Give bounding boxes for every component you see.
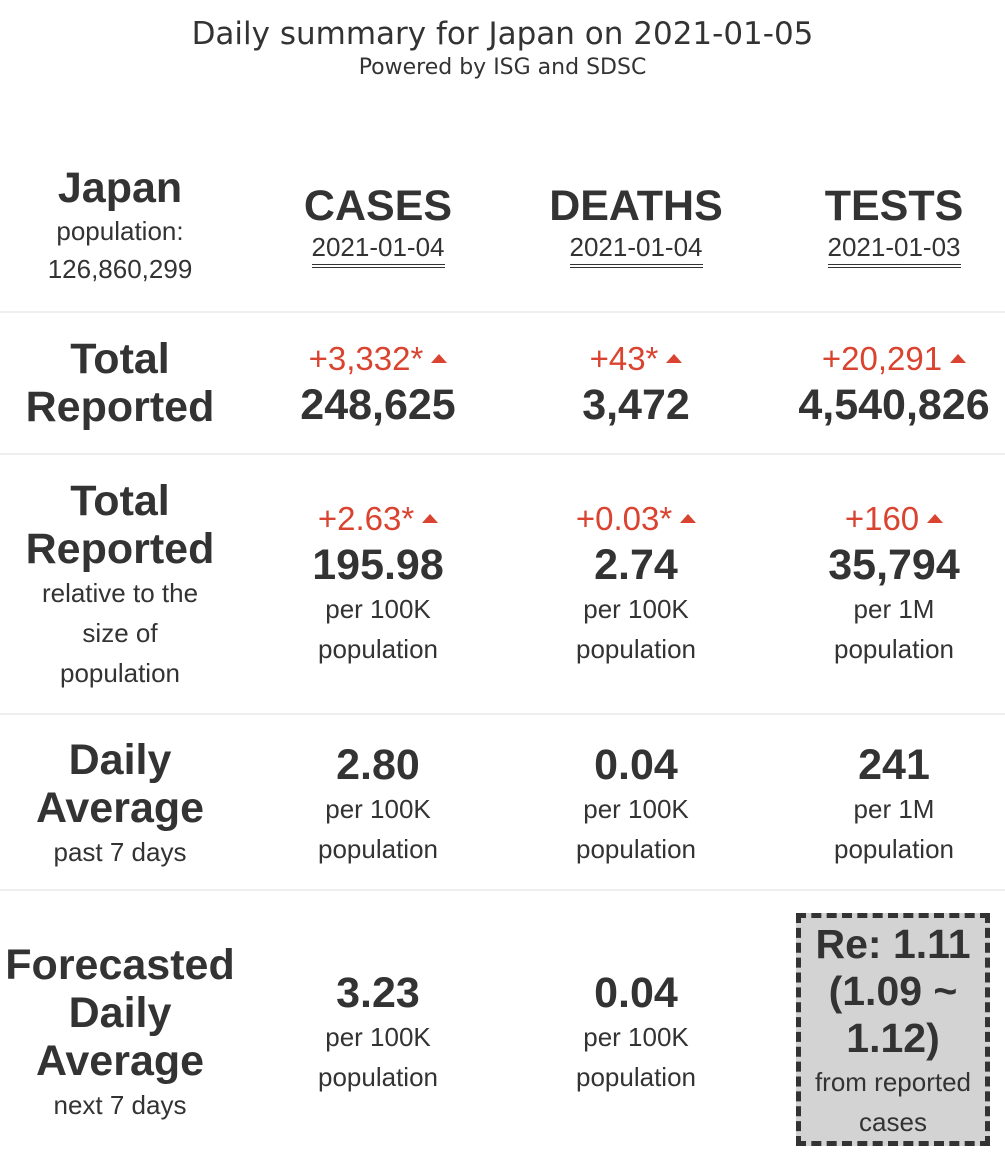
column-date-link[interactable]: 2021-01-04 bbox=[311, 230, 445, 268]
avg-value: 2.80 bbox=[336, 741, 420, 789]
triangle-up-icon bbox=[431, 353, 448, 363]
relative-deaths-cell: +0.03* 2.74 per 100K population bbox=[516, 497, 756, 669]
relative-value: 195.98 bbox=[312, 541, 444, 589]
unit-line: population bbox=[834, 834, 954, 864]
column-header-cases: CASES 2021-01-04 bbox=[258, 182, 498, 268]
daily-average-row: Daily Average past 7 days 2.80 per 100K … bbox=[0, 715, 1005, 889]
delta-value: +3,332* bbox=[258, 337, 498, 381]
column-header-row: Japan population: 126,860,299 CASES 2021… bbox=[0, 160, 1005, 310]
row-divider bbox=[0, 453, 1005, 455]
relative-value: 2.74 bbox=[594, 541, 678, 589]
avg-value: 241 bbox=[858, 741, 930, 789]
delta-value: +0.03* bbox=[516, 497, 756, 541]
page-subtitle: Powered by ISG and SDSC bbox=[358, 55, 647, 80]
column-date-link[interactable]: 2021-01-03 bbox=[827, 230, 961, 268]
row-sublabel: population bbox=[60, 658, 180, 688]
row-label-line: Total bbox=[70, 477, 170, 525]
page-title: Daily summary for Japan on 2021-01-05 bbox=[191, 16, 814, 52]
row-sublabel: next 7 days bbox=[53, 1090, 187, 1120]
unit-line: population bbox=[576, 634, 696, 664]
re-range: 1.12) bbox=[846, 1015, 940, 1061]
unit-line: per 100K bbox=[325, 1022, 431, 1052]
column-label: CASES bbox=[303, 182, 453, 230]
total-deaths-cell: +43* 3,472 bbox=[516, 337, 756, 429]
unit-line: per 100K bbox=[583, 1022, 689, 1052]
page-header: Daily summary for Japan on 2021-01-05 Po… bbox=[0, 14, 1005, 82]
row-label-line: Reported bbox=[25, 383, 215, 431]
column-header-deaths: DEATHS 2021-01-04 bbox=[516, 182, 756, 268]
column-label: DEATHS bbox=[549, 182, 723, 230]
delta-value: +160 bbox=[774, 497, 1005, 541]
delta-value: +2.63* bbox=[258, 497, 498, 541]
total-value: 4,540,826 bbox=[798, 381, 990, 429]
avg-deaths-cell: 0.04 per 100K population bbox=[516, 741, 756, 869]
forecast-cases-cell: 3.23 per 100K population bbox=[258, 969, 498, 1097]
total-reported-row: Total Reported +3,332* 248,625 +43* 3,47… bbox=[0, 313, 1005, 453]
unit-line: population bbox=[318, 1062, 438, 1092]
unit-line: per 1M bbox=[853, 594, 935, 624]
unit-line: population bbox=[576, 1062, 696, 1092]
column-label: TESTS bbox=[824, 182, 964, 230]
unit-line: per 1M bbox=[853, 794, 935, 824]
row-label: Daily Average past 7 days bbox=[0, 736, 240, 872]
unit-line: population bbox=[318, 634, 438, 664]
avg-tests-cell: 241 per 1M population bbox=[774, 741, 1005, 869]
row-sublabel: past 7 days bbox=[53, 837, 187, 867]
region-name: Japan bbox=[57, 164, 183, 212]
relative-value: 35,794 bbox=[828, 541, 960, 589]
relative-cases-cell: +2.63* 195.98 per 100K population bbox=[258, 497, 498, 669]
row-label-line: Forecasted bbox=[5, 941, 235, 989]
column-date-link[interactable]: 2021-01-04 bbox=[569, 230, 703, 268]
total-value: 3,472 bbox=[582, 381, 690, 429]
total-tests-cell: +20,291 4,540,826 bbox=[774, 337, 1005, 429]
unit-line: per 100K bbox=[583, 794, 689, 824]
row-label-line: Average bbox=[35, 784, 205, 832]
unit-line: population bbox=[318, 834, 438, 864]
forecast-row: Forecasted Daily Average next 7 days 3.2… bbox=[0, 891, 1005, 1164]
re-note: from reported bbox=[814, 1067, 972, 1097]
row-label-line: Average bbox=[35, 1037, 205, 1085]
row-label: Total Reported bbox=[0, 335, 240, 431]
row-divider bbox=[0, 713, 1005, 715]
triangle-up-icon bbox=[950, 353, 967, 363]
row-label: Forecasted Daily Average next 7 days bbox=[0, 941, 240, 1125]
re-note: cases bbox=[859, 1107, 927, 1137]
triangle-up-icon bbox=[666, 353, 683, 363]
total-cases-cell: +3,332* 248,625 bbox=[258, 337, 498, 429]
forecast-deaths-cell: 0.04 per 100K population bbox=[516, 969, 756, 1097]
row-label: Total Reported relative to the size of p… bbox=[0, 477, 240, 693]
column-header-tests: TESTS 2021-01-03 bbox=[774, 182, 1005, 268]
region-cell: Japan population: 126,860,299 bbox=[0, 164, 240, 288]
row-label-line: Reported bbox=[25, 525, 215, 573]
forecast-value: 0.04 bbox=[594, 969, 678, 1017]
row-label-line: Total bbox=[70, 335, 170, 383]
unit-line: population bbox=[834, 634, 954, 664]
re-value: Re: 1.11 bbox=[815, 921, 971, 967]
triangle-up-icon bbox=[422, 513, 439, 523]
unit-line: population bbox=[576, 834, 696, 864]
re-range: (1.09 ~ bbox=[828, 968, 958, 1014]
unit-line: per 100K bbox=[583, 594, 689, 624]
avg-value: 0.04 bbox=[594, 741, 678, 789]
total-value: 248,625 bbox=[300, 381, 456, 429]
row-label-line: Daily bbox=[68, 736, 172, 784]
unit-line: per 100K bbox=[325, 794, 431, 824]
population-label: population: bbox=[56, 216, 184, 246]
row-divider bbox=[0, 889, 1005, 891]
unit-line: per 100K bbox=[325, 594, 431, 624]
row-sublabel: relative to the bbox=[41, 578, 199, 608]
triangle-up-icon bbox=[680, 513, 697, 523]
re-estimate-box: Re: 1.11 (1.09 ~ 1.12) from reported cas… bbox=[796, 913, 990, 1146]
row-divider bbox=[0, 311, 1005, 313]
triangle-up-icon bbox=[927, 513, 944, 523]
row-sublabel: size of bbox=[82, 618, 158, 648]
relative-tests-cell: +160 35,794 per 1M population bbox=[774, 497, 1005, 669]
relative-row: Total Reported relative to the size of p… bbox=[0, 455, 1005, 713]
delta-value: +43* bbox=[516, 337, 756, 381]
forecast-value: 3.23 bbox=[336, 969, 420, 1017]
avg-cases-cell: 2.80 per 100K population bbox=[258, 741, 498, 869]
population-value: 126,860,299 bbox=[47, 254, 193, 284]
delta-value: +20,291 bbox=[774, 337, 1005, 381]
row-label-line: Daily bbox=[68, 989, 172, 1037]
